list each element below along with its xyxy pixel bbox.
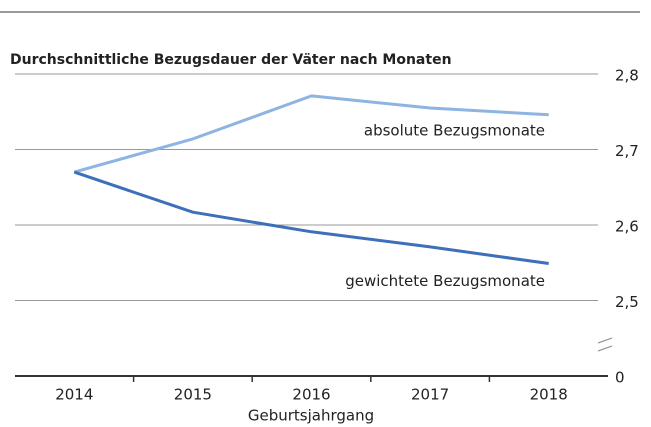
series-line <box>73 94 549 174</box>
x-tick-label: 2017 <box>411 386 449 404</box>
x-tick-label: 2018 <box>530 386 568 404</box>
x-tick-label: 2014 <box>55 386 93 404</box>
y-tick-label: 0 <box>615 369 625 387</box>
y-tick-label: 2,8 <box>615 67 639 85</box>
series-label: absolute Bezugsmonate <box>364 121 545 139</box>
series-label: gewichtete Bezugsmonate <box>345 272 545 290</box>
chart-title: Durchschnittliche Bezugsdauer der Väter … <box>10 52 452 68</box>
y-tick-label: 2,5 <box>615 293 639 311</box>
x-tick-label: 2016 <box>292 386 330 404</box>
x-axis-label: Geburtsjahrgang <box>248 407 374 425</box>
y-tick-label: 2,7 <box>615 142 639 160</box>
series-line <box>73 170 549 265</box>
axis-break <box>597 337 613 352</box>
y-tick-label: 2,6 <box>615 218 639 236</box>
x-tick-label: 2015 <box>174 386 212 404</box>
